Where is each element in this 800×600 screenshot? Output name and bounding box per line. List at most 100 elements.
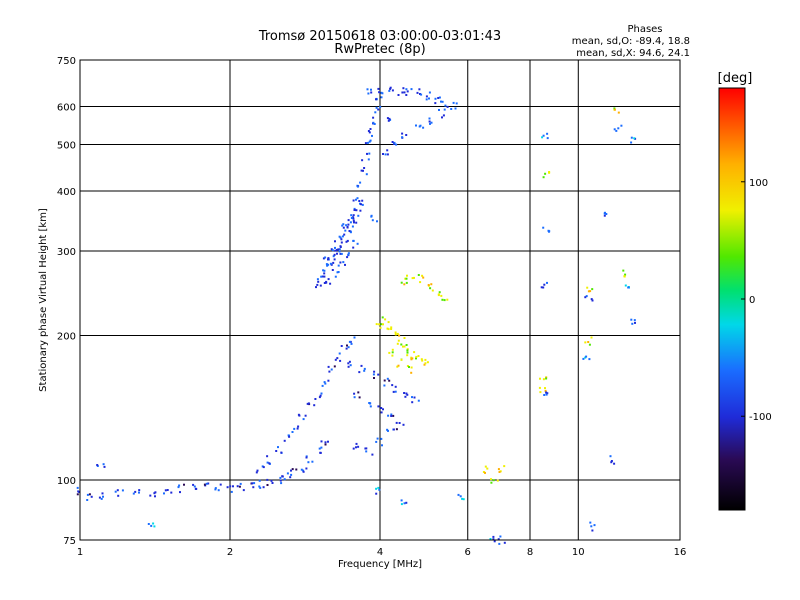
scatter-point [441,100,444,103]
scatter-point [633,137,636,140]
scatter-point [541,136,544,139]
scatter-point [376,437,379,440]
scatter-point [361,159,364,162]
scatter-point [389,86,392,89]
scatter-point [305,456,308,459]
scatter-point [413,351,416,354]
scatter-point [406,393,409,396]
scatter-point [88,493,91,496]
scatter-point [497,468,500,471]
scatter-point [442,114,445,117]
scatter-point [271,482,274,484]
scatter-point [389,87,392,90]
scatter-point [367,92,370,95]
scatter-point [261,465,264,468]
scatter-point [291,468,294,471]
scatter-point [420,358,423,361]
scatter-point [374,111,377,114]
scatter-point [352,214,355,217]
scatter-point [430,121,433,124]
scatter-point [331,269,334,271]
scatter-point [355,209,358,212]
scatter-point [238,485,241,488]
scatter-point [306,402,309,405]
scatter-point [327,258,330,261]
scatter-point [290,473,293,476]
scatter-point [336,271,339,274]
scatter-point [418,125,421,128]
scatter-point [323,269,326,272]
scatter-point [546,392,549,395]
scatter-point [441,116,443,119]
scatter-point [544,172,547,175]
scatter-point [357,391,360,394]
scatter-point [419,281,422,284]
scatter-point [446,298,449,301]
scatter-point [391,351,394,354]
scatter-point [359,209,362,212]
scatter-point [338,352,341,355]
scatter-point [230,490,233,493]
scatter-point [324,443,327,446]
scatter-point [153,525,156,528]
scatter-point [339,261,342,264]
scatter-point [258,485,261,488]
scatter-point [398,422,401,424]
scatter-point [217,489,220,492]
plot-frame [79,59,681,541]
scatter-point [615,129,618,132]
scatter-point [386,149,389,152]
scatter-point [383,379,386,382]
scatter-point [324,441,327,444]
scatter-point [236,485,239,488]
scatter-point [387,321,390,324]
scatter-point [289,476,292,479]
scatter-point [386,153,389,156]
scatter-point [482,471,485,473]
scatter-point [307,461,310,464]
scatter-point [214,488,217,491]
scatter-point [163,492,165,495]
scatter-point [345,224,348,227]
scatter-point [207,482,210,485]
scatter-point [333,253,336,256]
scatter-point [624,273,627,276]
scatter-point [437,294,440,297]
scatter-point [406,351,409,354]
scatter-point [542,378,545,381]
scatter-point [589,521,592,524]
scatter-point [177,486,180,489]
scatter-point [538,386,541,389]
scatter-point [371,134,373,137]
scatter-point [98,496,101,499]
scatter-point [394,333,397,336]
scatter-point [298,414,301,417]
scatter-point [405,134,408,136]
x-tick-label: 8 [527,547,533,558]
scatter-point [429,122,431,125]
scatter-point [320,440,323,443]
scatter-point [381,444,383,447]
scatter-point [356,197,359,200]
scatter-point [379,105,382,108]
axis-ticks: 1 2 4 6 8 10 16 75 100 200 300 400 500 600 750 [57,56,686,558]
y-axis-label: Stationary phase Virtual Height [km] [38,208,49,392]
scatter-point [438,96,441,99]
scatter-point [406,349,409,352]
scatter-point [443,108,446,111]
scatter-point [375,98,377,101]
scatter-point [545,393,548,396]
scatter-point [324,382,327,385]
scatter-point [386,377,389,380]
scatter-point [391,384,394,387]
scatter-point [281,475,284,478]
scatter-point [364,142,367,145]
scatter-point [323,275,326,278]
scatter-point [417,274,420,276]
scatter-point [394,390,397,393]
scatter-point [346,239,349,242]
scatter-point [279,476,282,479]
scatter-point [377,87,380,90]
scatter-point [372,116,375,119]
scatter-point [590,298,593,301]
